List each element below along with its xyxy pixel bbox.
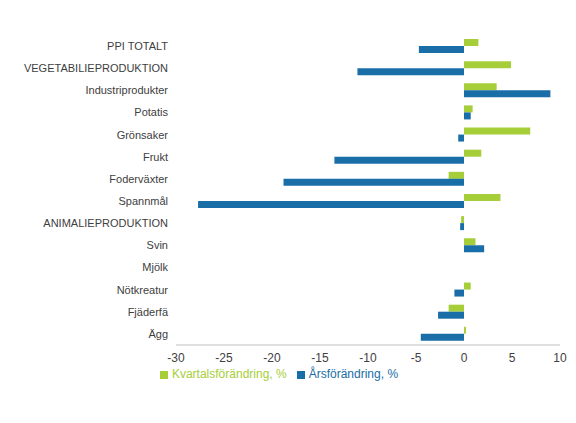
svg-text:-25: -25 [215, 351, 233, 365]
svg-text:ANIMALIEPRODUKTION: ANIMALIEPRODUKTION [43, 217, 168, 229]
svg-text:VEGETABILIEPRODUKTION: VEGETABILIEPRODUKTION [24, 62, 168, 74]
svg-text:5: 5 [509, 351, 516, 365]
svg-text:Grönsaker: Grönsaker [117, 129, 169, 141]
svg-text:PPI TOTALT: PPI TOTALT [107, 40, 168, 52]
svg-text:-10: -10 [359, 351, 377, 365]
svg-text:Spannmål: Spannmål [118, 195, 168, 207]
svg-text:Mjölk: Mjölk [142, 261, 168, 273]
svg-text:0: 0 [461, 351, 468, 365]
svg-text:10: 10 [553, 351, 567, 365]
svg-text:-15: -15 [311, 351, 329, 365]
svg-text:Foderväxter: Foderväxter [109, 173, 168, 185]
html-text:Årsförändring, %: Årsförändring, % [308, 367, 398, 381]
svg-text:Fjäderfä: Fjäderfä [128, 306, 169, 318]
svg-text:-20: -20 [263, 351, 281, 365]
html-text:Kvartalsförändring, %: Kvartalsförändring, % [171, 367, 287, 381]
svg-text:Industriprodukter: Industriprodukter [85, 84, 168, 96]
svg-text:Frukt: Frukt [143, 151, 168, 163]
svg-text:-5: -5 [411, 351, 422, 365]
svg-text:Potatis: Potatis [134, 106, 168, 118]
svg-text:-30: -30 [167, 351, 185, 365]
svg-text:Svin: Svin [147, 239, 168, 251]
svg-text:Nötkreatur: Nötkreatur [117, 284, 169, 296]
svg-text:Ägg: Ägg [148, 328, 168, 340]
